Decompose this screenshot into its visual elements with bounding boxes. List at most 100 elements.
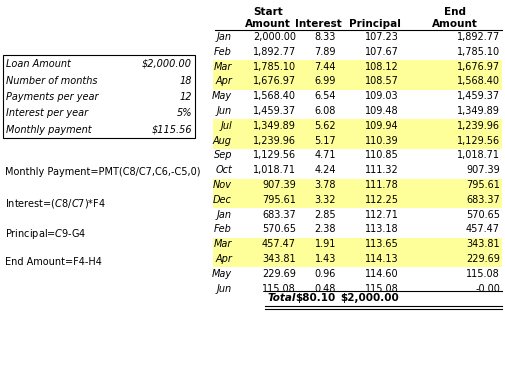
Text: Jun: Jun: [217, 284, 231, 294]
Text: End: End: [443, 7, 465, 17]
Text: 1,892.77: 1,892.77: [252, 47, 295, 57]
Bar: [213, 119, 501, 134]
Text: Monthly payment: Monthly payment: [6, 125, 91, 135]
Text: 0.96: 0.96: [314, 269, 335, 279]
Text: Payments per year: Payments per year: [6, 92, 98, 102]
Text: 111.78: 111.78: [365, 180, 398, 190]
Text: Aug: Aug: [213, 135, 231, 146]
Text: Amount: Amount: [431, 19, 477, 29]
Text: 2.85: 2.85: [314, 210, 335, 219]
Text: Mar: Mar: [213, 239, 231, 249]
Text: 6.08: 6.08: [314, 106, 335, 116]
Text: 229.69: 229.69: [465, 254, 499, 264]
Text: 570.65: 570.65: [465, 210, 499, 219]
Text: Apr: Apr: [215, 76, 231, 86]
Text: 795.61: 795.61: [465, 180, 499, 190]
Text: Amount: Amount: [244, 19, 290, 29]
Text: 1,349.89: 1,349.89: [252, 121, 295, 131]
Text: 110.39: 110.39: [365, 135, 398, 146]
Text: 1.91: 1.91: [314, 239, 335, 249]
Bar: [213, 193, 501, 208]
Text: 114.13: 114.13: [365, 254, 398, 264]
Text: 4.24: 4.24: [314, 165, 335, 175]
Text: 1,676.97: 1,676.97: [456, 62, 499, 72]
Text: 18: 18: [179, 76, 191, 86]
Text: 3.32: 3.32: [314, 195, 335, 205]
Text: Jul: Jul: [220, 121, 231, 131]
Text: 3.78: 3.78: [314, 180, 335, 190]
Text: 8.33: 8.33: [314, 32, 335, 42]
Text: 1,785.10: 1,785.10: [456, 47, 499, 57]
Text: 1,349.89: 1,349.89: [456, 106, 499, 116]
Text: 907.39: 907.39: [465, 165, 499, 175]
Text: Interest=($C$8/$C$7)*F4: Interest=($C$8/$C$7)*F4: [5, 197, 106, 210]
Text: 108.57: 108.57: [365, 76, 398, 86]
Text: Mar: Mar: [213, 62, 231, 72]
Text: 5.17: 5.17: [314, 135, 335, 146]
Text: 570.65: 570.65: [262, 224, 295, 235]
Text: 112.71: 112.71: [365, 210, 398, 219]
Text: 907.39: 907.39: [262, 180, 295, 190]
Text: Feb: Feb: [214, 224, 231, 235]
Text: Start: Start: [252, 7, 282, 17]
Text: Jan: Jan: [217, 210, 231, 219]
Text: 110.85: 110.85: [365, 150, 398, 160]
Bar: [3, 55, 194, 138]
Text: 115.08: 115.08: [262, 284, 295, 294]
Text: Feb: Feb: [214, 47, 231, 57]
Text: 1,568.40: 1,568.40: [252, 91, 295, 101]
Text: 7.89: 7.89: [314, 47, 335, 57]
Text: 457.47: 457.47: [465, 224, 499, 235]
Text: May: May: [212, 91, 231, 101]
Bar: [213, 238, 501, 252]
Text: Sep: Sep: [213, 150, 231, 160]
Text: $80.10: $80.10: [295, 293, 335, 304]
Bar: [213, 60, 501, 75]
Bar: [213, 75, 501, 90]
Text: 109.48: 109.48: [365, 106, 398, 116]
Text: End Amount=F4-H4: End Amount=F4-H4: [5, 257, 102, 267]
Text: 343.81: 343.81: [262, 254, 295, 264]
Text: 6.99: 6.99: [314, 76, 335, 86]
Text: Interest per year: Interest per year: [6, 109, 88, 119]
Text: 229.69: 229.69: [262, 269, 295, 279]
Text: 6.54: 6.54: [314, 91, 335, 101]
Text: 1,892.77: 1,892.77: [456, 32, 499, 42]
Text: 457.47: 457.47: [262, 239, 295, 249]
Text: 1,676.97: 1,676.97: [252, 76, 295, 86]
Text: 113.65: 113.65: [365, 239, 398, 249]
Text: 1,239.96: 1,239.96: [456, 121, 499, 131]
Text: 107.67: 107.67: [365, 47, 398, 57]
Text: May: May: [212, 269, 231, 279]
Text: 1,568.40: 1,568.40: [456, 76, 499, 86]
Text: Jan: Jan: [217, 32, 231, 42]
Bar: [213, 178, 501, 193]
Text: Principal=$C$9-G4: Principal=$C$9-G4: [5, 227, 86, 241]
Text: $2,000.00: $2,000.00: [142, 59, 191, 69]
Text: 1,018.71: 1,018.71: [252, 165, 295, 175]
Text: Monthly Payment=PMT(C8/C7,C6,-C5,0): Monthly Payment=PMT(C8/C7,C6,-C5,0): [5, 167, 200, 177]
Text: 109.94: 109.94: [365, 121, 398, 131]
Text: 0.48: 0.48: [314, 284, 335, 294]
Text: 115.08: 115.08: [465, 269, 499, 279]
Text: 12: 12: [179, 92, 191, 102]
Text: Number of months: Number of months: [6, 76, 97, 86]
Text: 1.43: 1.43: [314, 254, 335, 264]
Bar: [213, 252, 501, 267]
Text: 108.12: 108.12: [365, 62, 398, 72]
Text: Interest: Interest: [294, 19, 341, 29]
Text: 4.71: 4.71: [314, 150, 335, 160]
Text: -0.00: -0.00: [474, 284, 499, 294]
Text: Jun: Jun: [217, 106, 231, 116]
Text: 2.38: 2.38: [314, 224, 335, 235]
Text: $2,000.00: $2,000.00: [339, 293, 398, 304]
Text: Total: Total: [267, 293, 295, 304]
Text: 1,459.37: 1,459.37: [456, 91, 499, 101]
Text: 112.25: 112.25: [364, 195, 398, 205]
Text: 683.37: 683.37: [465, 195, 499, 205]
Text: 115.08: 115.08: [365, 284, 398, 294]
Text: 1,239.96: 1,239.96: [252, 135, 295, 146]
Text: 1,018.71: 1,018.71: [456, 150, 499, 160]
Text: 795.61: 795.61: [262, 195, 295, 205]
Text: 1,129.56: 1,129.56: [252, 150, 295, 160]
